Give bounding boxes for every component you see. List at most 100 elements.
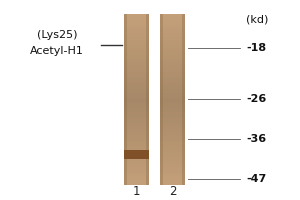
Bar — [124, 179, 149, 181]
Bar — [124, 16, 149, 19]
Bar — [160, 153, 185, 155]
Bar — [124, 121, 149, 123]
Bar — [124, 78, 149, 81]
Bar — [160, 46, 185, 49]
Bar — [124, 172, 149, 175]
Bar — [160, 27, 185, 29]
Bar — [124, 106, 149, 108]
Bar — [124, 164, 149, 166]
Bar — [124, 104, 149, 106]
Bar — [124, 149, 149, 151]
Bar — [160, 52, 185, 55]
Bar — [124, 22, 149, 25]
Bar — [124, 29, 149, 31]
Bar — [160, 31, 185, 34]
Bar — [124, 136, 149, 138]
Bar — [160, 166, 185, 168]
Bar — [160, 44, 185, 46]
Bar — [160, 102, 185, 104]
Bar — [160, 181, 185, 183]
Bar — [160, 20, 185, 23]
Bar — [124, 52, 149, 55]
Bar — [124, 132, 149, 134]
Bar — [160, 151, 185, 153]
Bar — [160, 129, 185, 132]
Bar — [124, 91, 149, 93]
Bar — [160, 97, 185, 100]
Bar — [160, 104, 185, 106]
Bar — [124, 140, 149, 143]
Bar — [160, 29, 185, 31]
Bar — [124, 157, 149, 160]
Bar — [124, 27, 149, 29]
Bar — [124, 110, 149, 113]
Bar — [124, 119, 149, 121]
Bar — [160, 99, 185, 102]
Bar — [124, 151, 149, 153]
Bar — [160, 168, 185, 170]
Bar — [146, 14, 149, 185]
Bar — [160, 72, 185, 74]
Bar — [160, 144, 185, 147]
Bar — [124, 166, 149, 168]
Bar — [124, 33, 149, 36]
Bar — [160, 78, 185, 81]
Bar — [124, 142, 149, 145]
Text: 1: 1 — [133, 185, 140, 198]
Bar — [124, 155, 149, 158]
Bar — [160, 70, 185, 72]
Bar — [124, 82, 149, 85]
Bar — [160, 91, 185, 93]
Text: -18: -18 — [246, 43, 266, 53]
Bar — [124, 50, 149, 53]
Bar — [160, 33, 185, 36]
Bar — [124, 61, 149, 63]
Bar — [124, 146, 149, 149]
Bar — [160, 146, 185, 149]
Bar — [124, 35, 149, 38]
Bar — [124, 74, 149, 76]
Text: 2: 2 — [169, 185, 176, 198]
Bar — [160, 65, 185, 68]
Bar — [124, 65, 149, 68]
Text: -47: -47 — [246, 174, 266, 184]
Bar — [124, 95, 149, 98]
Bar — [160, 14, 185, 16]
Bar — [160, 127, 185, 130]
Bar — [160, 179, 185, 181]
Text: -36: -36 — [246, 134, 266, 144]
Bar — [160, 48, 185, 51]
Bar — [124, 89, 149, 91]
Bar — [124, 102, 149, 104]
Bar — [160, 136, 185, 138]
Bar — [160, 108, 185, 111]
Bar — [124, 25, 149, 27]
Text: -26: -26 — [246, 94, 266, 104]
Bar — [160, 125, 185, 128]
Bar — [160, 14, 163, 185]
Bar — [124, 14, 127, 185]
Bar — [160, 93, 185, 96]
Bar — [124, 70, 149, 72]
Bar — [124, 46, 149, 49]
Bar — [124, 63, 149, 66]
Bar — [160, 89, 185, 91]
Bar — [160, 161, 185, 164]
Bar — [160, 61, 185, 63]
Bar — [160, 112, 185, 115]
Bar — [124, 55, 149, 57]
Bar — [124, 112, 149, 115]
Bar — [160, 176, 185, 179]
Bar — [124, 76, 149, 78]
Bar — [160, 106, 185, 108]
Bar — [124, 117, 149, 119]
Bar — [160, 67, 185, 70]
Bar — [160, 82, 185, 85]
Bar — [124, 57, 149, 59]
Bar — [124, 48, 149, 51]
Text: (Lys25): (Lys25) — [37, 30, 77, 40]
Bar — [160, 140, 185, 143]
Bar — [124, 127, 149, 130]
Bar — [124, 176, 149, 179]
Bar — [160, 59, 185, 61]
